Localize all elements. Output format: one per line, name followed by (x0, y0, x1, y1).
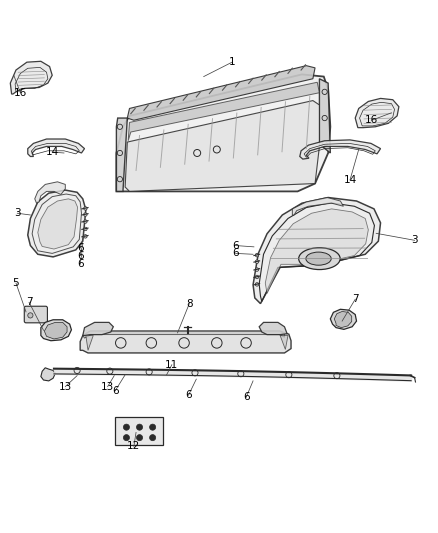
Polygon shape (44, 322, 67, 339)
Text: 8: 8 (186, 298, 193, 309)
Polygon shape (300, 140, 381, 159)
FancyBboxPatch shape (24, 306, 47, 323)
Polygon shape (11, 61, 52, 94)
Polygon shape (83, 331, 285, 338)
Polygon shape (127, 66, 315, 120)
Text: 6: 6 (77, 251, 84, 261)
Polygon shape (86, 335, 93, 350)
Polygon shape (83, 322, 113, 335)
Text: 3: 3 (14, 208, 21, 218)
Text: 6: 6 (232, 240, 239, 251)
Text: 1: 1 (229, 57, 235, 67)
Circle shape (124, 434, 130, 441)
Text: 16: 16 (365, 115, 378, 125)
Text: 6: 6 (232, 248, 239, 259)
Text: 6: 6 (77, 243, 84, 253)
Polygon shape (41, 368, 55, 381)
Polygon shape (117, 75, 330, 191)
Circle shape (28, 313, 33, 318)
Text: 13: 13 (101, 382, 114, 392)
Text: 11: 11 (165, 360, 178, 370)
Circle shape (255, 253, 259, 257)
Circle shape (150, 434, 155, 441)
Polygon shape (35, 182, 65, 203)
Polygon shape (265, 209, 368, 294)
Text: 3: 3 (411, 235, 418, 245)
Text: 6: 6 (185, 390, 192, 400)
Text: 7: 7 (352, 294, 359, 304)
Polygon shape (115, 417, 163, 445)
Polygon shape (28, 190, 86, 257)
Text: 13: 13 (59, 382, 72, 392)
Polygon shape (38, 199, 78, 249)
Circle shape (84, 235, 87, 238)
Circle shape (255, 282, 259, 286)
Polygon shape (41, 320, 71, 341)
Text: 6: 6 (112, 386, 118, 396)
Polygon shape (28, 139, 85, 157)
Polygon shape (355, 99, 399, 128)
Circle shape (84, 227, 87, 231)
Polygon shape (280, 335, 288, 350)
Circle shape (84, 220, 87, 223)
Circle shape (84, 213, 87, 216)
Circle shape (124, 424, 130, 430)
Circle shape (255, 268, 259, 271)
Circle shape (137, 434, 143, 441)
Ellipse shape (306, 252, 331, 265)
Text: 14: 14 (46, 147, 59, 157)
Polygon shape (128, 82, 319, 141)
Polygon shape (319, 79, 330, 153)
Polygon shape (80, 331, 291, 353)
Circle shape (137, 424, 143, 430)
Circle shape (255, 260, 259, 263)
Polygon shape (117, 118, 127, 191)
Text: 14: 14 (343, 175, 357, 185)
Polygon shape (330, 309, 357, 329)
Circle shape (84, 207, 87, 210)
Text: 7: 7 (26, 297, 32, 308)
Text: 6: 6 (77, 260, 84, 269)
Polygon shape (125, 101, 319, 191)
Polygon shape (292, 198, 343, 215)
Circle shape (255, 275, 259, 279)
Text: 12: 12 (127, 441, 141, 451)
Circle shape (150, 424, 155, 430)
Polygon shape (334, 311, 352, 328)
Ellipse shape (299, 248, 340, 270)
Polygon shape (253, 198, 381, 304)
Text: 5: 5 (13, 278, 19, 288)
Polygon shape (259, 322, 287, 335)
Text: 6: 6 (243, 392, 249, 402)
Text: 16: 16 (14, 88, 27, 98)
